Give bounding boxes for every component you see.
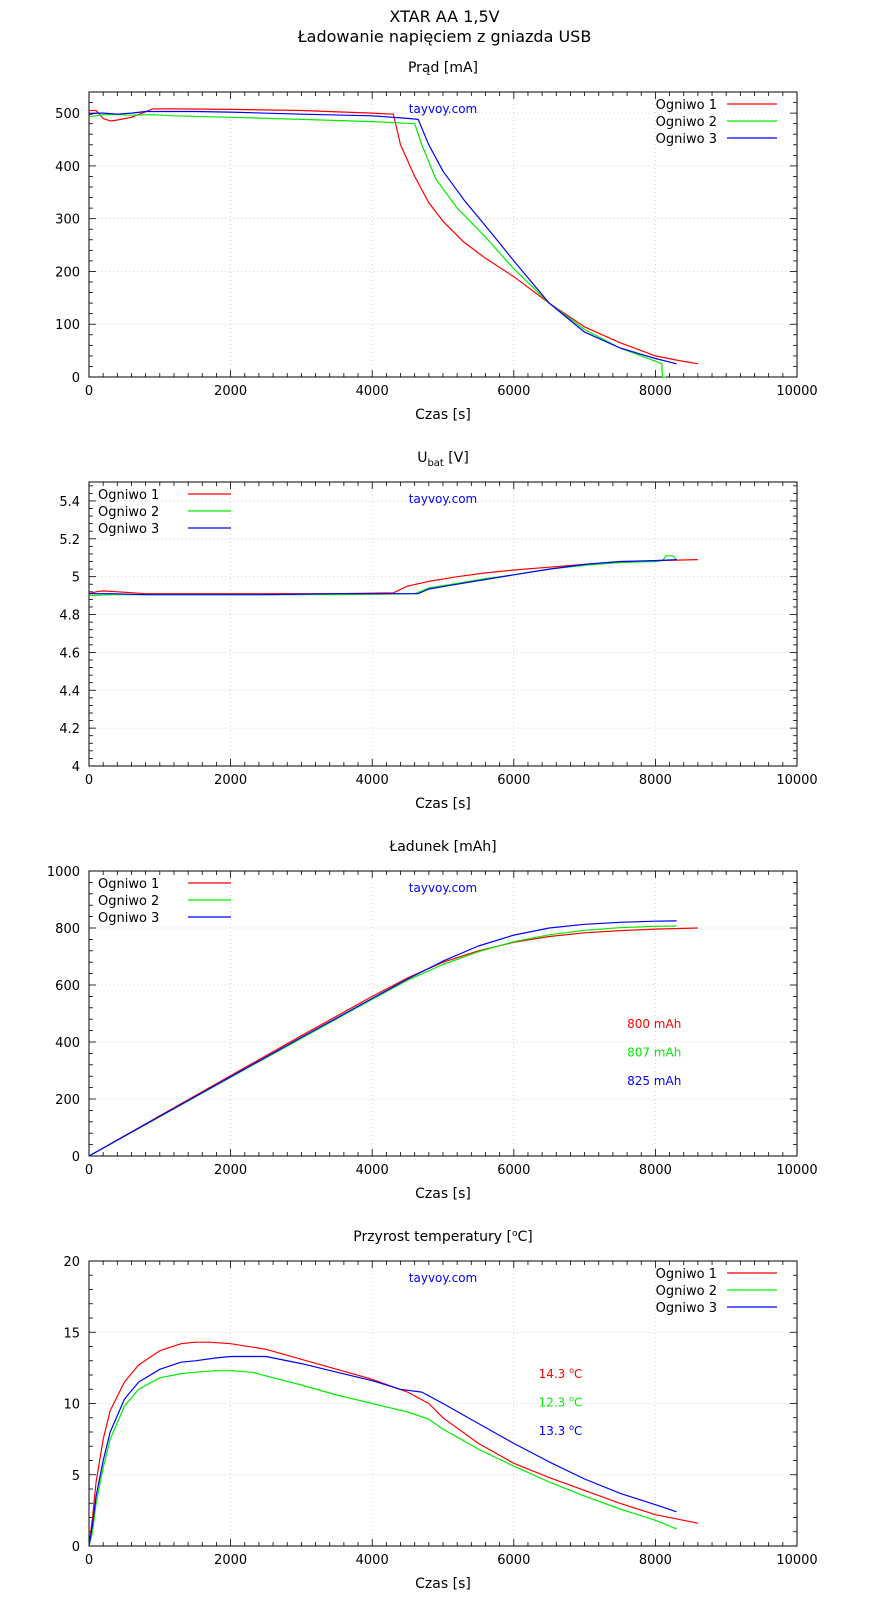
series-line-1 [88,1341,699,1547]
x-tick-label: 0 [85,384,93,399]
y-tick-label: 4.2 [59,722,80,737]
x-tick-label: 4000 [356,1163,389,1178]
plot-frame [88,481,798,767]
legend-label: Ogniwo 2 [656,1284,717,1299]
watermark: tayvoy.com [409,492,477,506]
x-tick-label: 4000 [356,773,389,788]
y-tick-label: 200 [55,265,80,280]
x-tick-label: 10000 [776,384,817,399]
value-annotation: 13.3 oC [539,1423,583,1438]
legend-label: Ogniwo 3 [656,1301,717,1316]
x-axis-label: Czas [s] [415,1186,471,1202]
series-line-2 [88,925,677,1157]
series-line-1 [88,927,698,1157]
series-line-1 [89,108,699,365]
x-tick-label: 8000 [639,773,672,788]
x-tick-label: 8000 [639,1553,672,1568]
chart-title: Ładunek [mAh] [388,839,496,855]
chart-panel-1: Prąd [mA] 0 2000 4000 6000 8000 10000 0 100 200 30… [55,60,818,423]
x-tick-label: 6000 [497,773,530,788]
x-axis-label: Czas [s] [415,796,471,812]
watermark: tayvoy.com [409,881,477,895]
y-tick-label: 4.8 [59,609,80,624]
y-tick-label: 300 [55,213,80,228]
legend-label: Ogniwo 3 [98,911,159,926]
x-tick-label: 10000 [776,1553,817,1568]
x-tick-label: 0 [85,1553,93,1568]
x-tick-label: 8000 [639,384,672,399]
legend-label: Ogniwo 1 [656,1267,717,1282]
plot-frame [88,870,798,1157]
x-tick-label: 6000 [497,1163,530,1178]
x-tick-label: 10000 [776,1163,817,1178]
x-tick-label: 2000 [214,1553,247,1568]
x-tick-label: 8000 [639,1163,672,1178]
value-annotation: 14.3 oC [539,1366,583,1381]
legend-label: Ogniwo 2 [656,115,717,130]
chart-title: Ubat [V] [417,450,469,469]
series-line-3 [88,920,677,1157]
chart-title: Przyrost temperatury [oC] [353,1229,533,1245]
y-tick-label: 4.4 [59,684,80,699]
y-tick-label: 400 [55,1036,80,1051]
x-tick-label: 2000 [214,1163,247,1178]
value-annotation: 12.3 oC [539,1394,583,1409]
series-line-2 [88,1370,677,1547]
y-tick-label: 10 [63,1398,80,1413]
y-tick-label: 0 [72,1150,80,1165]
chart-panel-3: Ładunek [mAh] 0 2000 4000 6000 8000 10000 0 200 4… [47,839,818,1202]
y-tick-label: 500 [55,107,80,122]
y-tick-label: 5 [72,571,80,586]
x-tick-label: 10000 [776,773,817,788]
value-annotation: 825 mAh [627,1074,681,1088]
legend-label: Ogniwo 1 [656,98,717,113]
value-annotation: 807 mAh [627,1045,681,1059]
y-tick-label: 5.4 [59,495,80,510]
figure-title-line2: Ładowanie napięciem z gniazda USB [297,27,592,46]
value-annotation: 800 mAh [627,1017,681,1031]
y-tick-label: 20 [63,1255,80,1270]
x-tick-label: 0 [85,773,93,788]
x-tick-label: 4000 [356,1553,389,1568]
x-tick-label: 2000 [214,773,247,788]
series-line-2 [88,114,666,378]
chart-title: Prąd [mA] [408,60,478,76]
legend-label: Ogniwo 3 [656,132,717,147]
watermark: tayvoy.com [409,1271,477,1285]
y-tick-label: 0 [72,1540,80,1555]
y-tick-label: 1000 [47,865,80,880]
y-tick-label: 4.6 [59,646,80,661]
legend-label: Ogniwo 2 [98,894,159,909]
y-tick-label: 5 [72,1469,80,1484]
series-line-3 [88,110,677,365]
series-line-3 [88,1355,677,1547]
series-line-2 [88,555,678,597]
legend-label: Ogniwo 3 [98,522,159,537]
x-tick-label: 4000 [356,384,389,399]
y-tick-label: 600 [55,979,80,994]
watermark: tayvoy.com [409,102,477,116]
x-axis-label: Czas [s] [415,407,471,423]
y-tick-label: 200 [55,1093,80,1108]
x-tick-label: 0 [85,1163,93,1178]
y-tick-label: 4 [72,760,80,775]
y-tick-label: 400 [55,160,80,175]
y-tick-label: 5.2 [59,533,80,548]
chart-panel-2: Ubat [V] 0 2000 4000 6000 8000 10000 4 4.2 4.4 4.6… [59,450,817,812]
series-line-3 [89,559,677,596]
y-tick-label: 0 [72,371,80,386]
x-tick-label: 2000 [214,384,247,399]
y-tick-label: 100 [55,318,80,333]
x-tick-label: 6000 [497,1553,530,1568]
y-tick-label: 800 [55,922,80,937]
y-tick-label: 15 [63,1326,80,1341]
x-tick-label: 6000 [497,384,530,399]
legend-label: Ogniwo 1 [98,488,159,503]
x-axis-label: Czas [s] [415,1576,471,1592]
legend-label: Ogniwo 2 [98,505,159,520]
figure-title-line1: XTAR AA 1,5V [389,7,500,26]
chart-panel-4: Przyrost temperatury [oC] 0 2000 4000 6000 80… [63,1229,817,1592]
legend-label: Ogniwo 1 [98,877,159,892]
